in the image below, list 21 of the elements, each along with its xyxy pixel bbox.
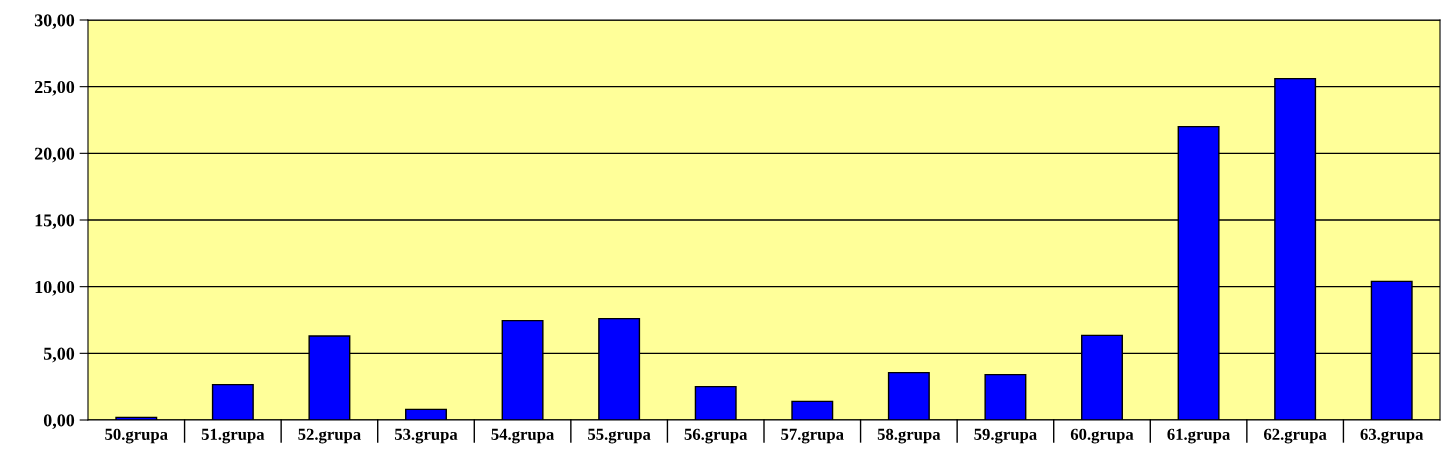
y-tick-label: 0,00: [43, 414, 75, 430]
x-tick-label: 58.grupa: [877, 428, 941, 444]
x-tick-label: 57.grupa: [781, 428, 844, 444]
y-tick-label: 25,00: [34, 80, 75, 96]
x-tick-label: 56.grupa: [684, 428, 748, 444]
x-tick-label: 51.grupa: [201, 428, 265, 444]
y-tick-label: 5,00: [43, 347, 75, 363]
x-tick-label: 62.grupa: [1264, 428, 1327, 444]
y-tick-label: 15,00: [35, 214, 75, 230]
x-tick-label: 50.grupa: [105, 428, 168, 444]
x-tick-label: 60.grupa: [1070, 428, 1134, 444]
y-tick-label: 10,00: [35, 280, 75, 296]
x-tick-label: 55.grupa: [588, 428, 651, 444]
x-tick-label: 61.grupa: [1167, 428, 1231, 444]
x-tick-label: 53.grupa: [394, 428, 458, 444]
y-tick-label: 30,00: [34, 14, 75, 30]
x-tick-label: 59.grupa: [974, 428, 1037, 444]
x-tick-label: 54.grupa: [491, 428, 555, 444]
x-tick-label: 63.grupa: [1360, 428, 1424, 444]
y-tick-label: 20,00: [34, 147, 75, 163]
x-tick-label: 52.grupa: [298, 428, 361, 444]
